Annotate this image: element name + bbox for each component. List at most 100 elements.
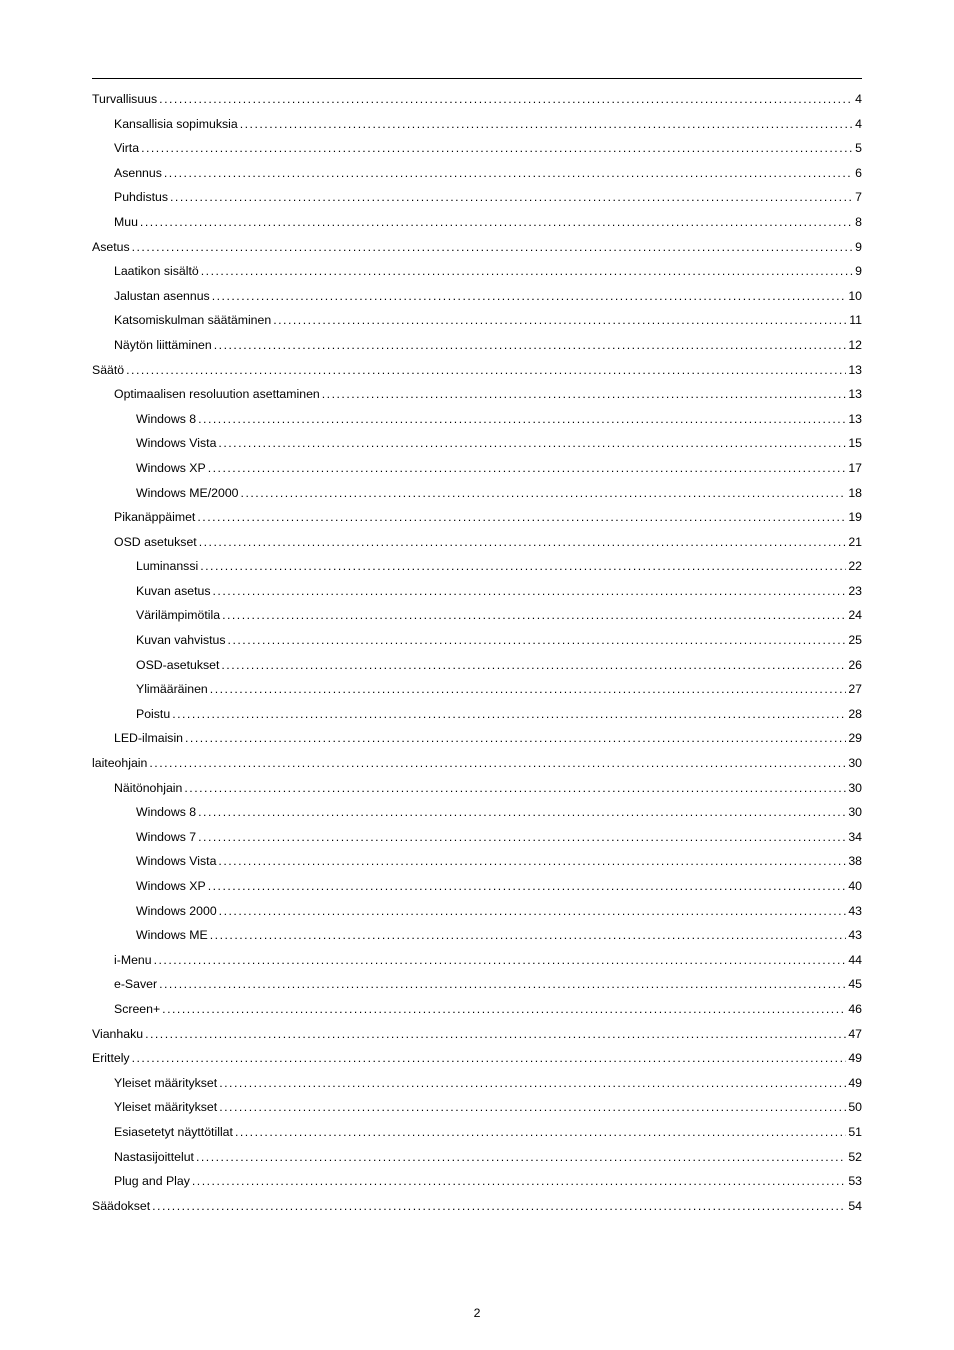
toc-entry[interactable]: Plug and Play53 — [92, 1175, 862, 1200]
top-rule — [92, 78, 862, 79]
toc-entry[interactable]: Kansallisia sopimuksia4 — [92, 118, 862, 143]
toc-leader-dots — [214, 339, 847, 351]
toc-entry-page: 38 — [848, 855, 862, 867]
toc-entry[interactable]: OSD-asetukset26 — [92, 659, 862, 684]
toc-entry-label: Esiasetetyt näyttötillat — [114, 1126, 233, 1138]
toc-leader-dots — [141, 142, 853, 154]
toc-entry-page: 23 — [848, 585, 862, 597]
toc-entry[interactable]: Säätö 13 — [92, 364, 862, 389]
toc-entry[interactable]: Näytön liittäminen12 — [92, 339, 862, 364]
toc-entry[interactable]: Windows ME 43 — [92, 929, 862, 954]
toc-leader-dots — [213, 585, 847, 597]
toc-entry-label: Yleiset määritykset — [114, 1101, 217, 1113]
toc-entry[interactable]: Turvallisuus4 — [92, 93, 862, 118]
toc-leader-dots — [159, 978, 846, 990]
toc-entry[interactable]: Katsomiskulman säätäminen11 — [92, 314, 862, 339]
toc-entry-page: 47 — [848, 1028, 862, 1040]
toc-entry-page: 45 — [848, 978, 862, 990]
toc-entry[interactable]: Windows ME/200018 — [92, 487, 862, 512]
toc-leader-dots — [201, 265, 853, 277]
toc-entry[interactable]: Säädokset54 — [92, 1200, 862, 1225]
toc-entry-label: Windows 2000 — [136, 905, 217, 917]
toc-entry[interactable]: Nastasijoittelut52 — [92, 1151, 862, 1176]
toc-leader-dots — [140, 216, 853, 228]
toc-entry[interactable]: Windows 7 34 — [92, 831, 862, 856]
toc-leader-dots — [162, 1003, 846, 1015]
toc-entry[interactable]: Puhdistus7 — [92, 191, 862, 216]
toc-entry[interactable]: Erittely49 — [92, 1052, 862, 1077]
toc-entry-page: 21 — [848, 536, 862, 548]
toc-entry[interactable]: Asetus9 — [92, 241, 862, 266]
toc-entry[interactable]: Windows Vista 38 — [92, 855, 862, 880]
toc-entry[interactable]: OSD asetukset21 — [92, 536, 862, 561]
toc-entry[interactable]: Pikanäppäimet19 — [92, 511, 862, 536]
toc-leader-dots — [154, 954, 847, 966]
toc-entry-label: Windows 7 — [136, 831, 196, 843]
toc-entry[interactable]: LED-ilmaisin29 — [92, 732, 862, 757]
toc-entry[interactable]: Windows 2000 43 — [92, 905, 862, 930]
toc-leader-dots — [322, 388, 847, 400]
toc-entry[interactable]: Virta 5 — [92, 142, 862, 167]
toc-entry-label: Säädokset — [92, 1200, 150, 1212]
toc-leader-dots — [273, 314, 847, 326]
toc-entry[interactable]: Laatikon sisältö9 — [92, 265, 862, 290]
toc-leader-dots — [198, 831, 846, 843]
toc-entry-label: Ylimääräinen — [136, 683, 208, 695]
toc-entry[interactable]: Windows XP 40 — [92, 880, 862, 905]
toc-entry-label: Muu — [114, 216, 138, 228]
toc-entry-page: 13 — [848, 364, 862, 376]
toc-entry-label: Erittely — [92, 1052, 130, 1064]
toc-entry[interactable]: Esiasetetyt näyttötillat51 — [92, 1126, 862, 1151]
toc-entry[interactable]: Näitönohjain30 — [92, 782, 862, 807]
toc-entry[interactable]: Jalustan asennus10 — [92, 290, 862, 315]
toc-entry-label: Windows XP — [136, 462, 206, 474]
toc-entry[interactable]: Poistu28 — [92, 708, 862, 733]
toc-leader-dots — [172, 708, 846, 720]
toc-entry-page: 34 — [848, 831, 862, 843]
toc-entry[interactable]: e-Saver45 — [92, 978, 862, 1003]
toc-entry[interactable]: i-Menu44 — [92, 954, 862, 979]
toc-entry-label: Windows 8 — [136, 413, 196, 425]
toc-leader-dots — [159, 93, 853, 105]
toc-leader-dots — [219, 905, 847, 917]
toc-leader-dots — [126, 364, 846, 376]
toc-entry[interactable]: Optimaalisen resoluution asettaminen13 — [92, 388, 862, 413]
toc-entry[interactable]: Ylimääräinen27 — [92, 683, 862, 708]
toc-entry[interactable]: laiteohjain30 — [92, 757, 862, 782]
toc-entry[interactable]: Yleiset määritykset49 — [92, 1077, 862, 1102]
toc-entry[interactable]: Windows XP17 — [92, 462, 862, 487]
toc-entry[interactable]: Windows Vista15 — [92, 437, 862, 462]
toc-entry-label: laiteohjain — [92, 757, 147, 769]
toc-leader-dots — [212, 290, 847, 302]
toc-entry[interactable]: Yleiset määritykset50 — [92, 1101, 862, 1126]
toc-leader-dots — [235, 1126, 846, 1138]
toc-entry[interactable]: Kuvan vahvistus25 — [92, 634, 862, 659]
toc-entry[interactable]: Muu8 — [92, 216, 862, 241]
toc-entry[interactable]: Vianhaku47 — [92, 1028, 862, 1053]
toc-entry[interactable]: Windows 813 — [92, 413, 862, 438]
toc-leader-dots — [219, 1077, 846, 1089]
toc-entry-label: Nastasijoittelut — [114, 1151, 194, 1163]
toc-entry-page: 5 — [855, 142, 862, 154]
toc-entry-label: Kuvan vahvistus — [136, 634, 226, 646]
toc-entry-label: Virta — [114, 142, 139, 154]
toc-entry-label: Windows Vista — [136, 437, 216, 449]
toc-leader-dots — [170, 191, 853, 203]
toc-entry-page: 4 — [855, 118, 862, 130]
toc-entry-page: 4 — [855, 93, 862, 105]
toc-entry[interactable]: Windows 8 30 — [92, 806, 862, 831]
toc-leader-dots — [240, 118, 853, 130]
toc-entry-label: Säätö — [92, 364, 124, 376]
toc-entry[interactable]: Asennus6 — [92, 167, 862, 192]
toc-leader-dots — [228, 634, 847, 646]
toc-entry-label: Kuvan asetus — [136, 585, 211, 597]
toc-leader-dots — [221, 659, 846, 671]
toc-entry[interactable]: Screen+46 — [92, 1003, 862, 1028]
toc-entry[interactable]: Luminanssi22 — [92, 560, 862, 585]
toc-entry-page: 43 — [848, 905, 862, 917]
toc-leader-dots — [197, 511, 846, 523]
toc-entry-label: Näitönohjain — [114, 782, 182, 794]
toc-entry[interactable]: Värilämpimötila24 — [92, 609, 862, 634]
toc-entry-page: 29 — [848, 732, 862, 744]
toc-entry[interactable]: Kuvan asetus 23 — [92, 585, 862, 610]
